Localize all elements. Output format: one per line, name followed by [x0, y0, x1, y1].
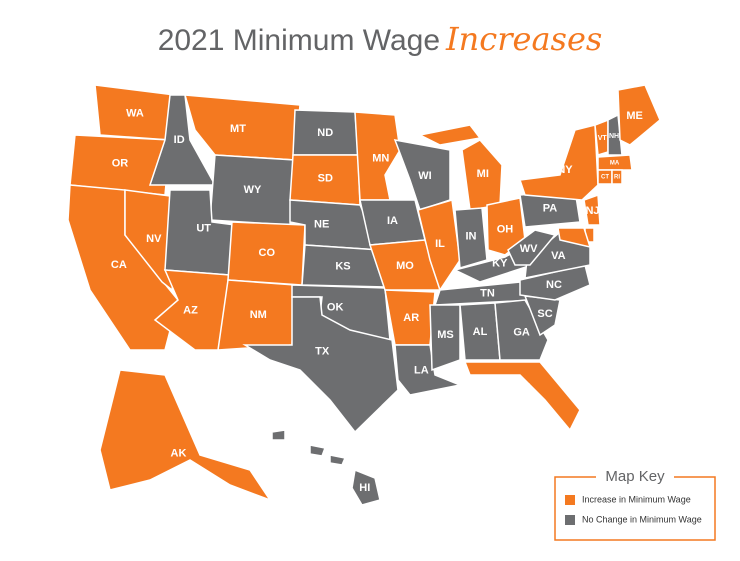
- state-shape: [494, 299, 549, 361]
- state-label: MT: [230, 123, 246, 135]
- state-label: ND: [317, 127, 333, 139]
- state-label: AL: [473, 326, 488, 338]
- state-label: NJ: [585, 205, 599, 217]
- state-shape: [518, 124, 599, 201]
- state-label: ME: [626, 110, 643, 122]
- state-label: NC: [546, 279, 562, 291]
- state-label: HI: [359, 482, 370, 494]
- state-shape: [309, 444, 327, 457]
- legend-label: No Change in Minimum Wage: [582, 514, 702, 524]
- state-label: OH: [497, 224, 514, 236]
- state-label: NE: [314, 218, 329, 230]
- state-shape: [454, 207, 488, 269]
- state-label: OR: [112, 158, 129, 170]
- state-shape: [583, 193, 601, 226]
- state-label: WV: [520, 243, 538, 255]
- state-label: VA: [551, 250, 566, 262]
- state-shape: [617, 84, 661, 146]
- state-shape: [429, 304, 461, 372]
- state-shape: [463, 361, 581, 432]
- state-label: IL: [435, 238, 445, 250]
- state-label: IA: [387, 215, 398, 227]
- state-label: CO: [259, 247, 276, 259]
- state-label: MI: [477, 168, 489, 180]
- state-shape: [99, 369, 272, 502]
- title: 2021 Minimum Wage Increases: [158, 20, 603, 58]
- state-shape: [611, 169, 623, 185]
- state-label: UT: [196, 223, 211, 235]
- state-label: CA: [111, 259, 127, 271]
- legend-swatch: [565, 515, 575, 525]
- state-label: RI: [614, 175, 620, 181]
- state-label: WY: [244, 184, 262, 196]
- state-label: NY: [557, 164, 573, 176]
- state-label: LA: [414, 365, 429, 377]
- legend-swatch: [565, 495, 575, 505]
- state-shape: [329, 454, 347, 466]
- states: WA OR CA NV ID MT WY UT AZ CO NM ND SD NE KS OK TX MN IA MO…: [67, 84, 661, 506]
- state-shape: [597, 154, 633, 171]
- state-shape: [394, 344, 463, 396]
- state-label: AK: [171, 447, 187, 459]
- state-label: VT: [598, 135, 608, 142]
- state-shape: [417, 199, 461, 292]
- state-label: NM: [250, 309, 267, 321]
- state-label: PA: [543, 202, 558, 214]
- title-accent: Increases: [445, 20, 602, 58]
- state-label: NV: [146, 233, 162, 245]
- state-label: GA: [513, 327, 530, 339]
- legend-label: Increase in Minimum Wage: [582, 494, 691, 504]
- legend-box: [554, 476, 716, 541]
- state-label: TX: [315, 346, 330, 358]
- state-label: SD: [318, 173, 333, 185]
- state-shape: [351, 468, 381, 506]
- state-label: MA: [610, 161, 620, 167]
- state-label: MO: [396, 260, 414, 272]
- title-main: 2021 Minimum Wage: [158, 24, 440, 57]
- legend-title-bg: [596, 466, 674, 486]
- state-label: OK: [327, 301, 344, 313]
- state-label: SC: [537, 308, 552, 320]
- state-shape: [461, 139, 503, 211]
- state-label: TN: [480, 288, 495, 300]
- state-label: MN: [372, 153, 389, 165]
- state-label: NH: [609, 133, 619, 140]
- state-label: AZ: [183, 305, 198, 317]
- state-shape: [557, 227, 592, 249]
- state-label: AR: [403, 312, 419, 324]
- state-label: WA: [126, 108, 144, 120]
- state-shape: [417, 124, 482, 146]
- state-label: MS: [437, 329, 454, 341]
- state-label: IN: [466, 230, 477, 242]
- state-label: ID: [174, 134, 185, 146]
- state-label: WI: [418, 170, 431, 182]
- state-label: KS: [335, 261, 350, 273]
- state-shape: [507, 229, 557, 266]
- state-label: KY: [492, 258, 508, 270]
- state-shape: [271, 429, 286, 441]
- state-shape: [242, 296, 399, 434]
- state-label: CT: [601, 175, 609, 181]
- state-label: FL: [520, 382, 534, 394]
- legend-items: Increase in Minimum Wage No Change in Min…: [565, 494, 702, 525]
- legend-title: Map Key: [605, 468, 665, 485]
